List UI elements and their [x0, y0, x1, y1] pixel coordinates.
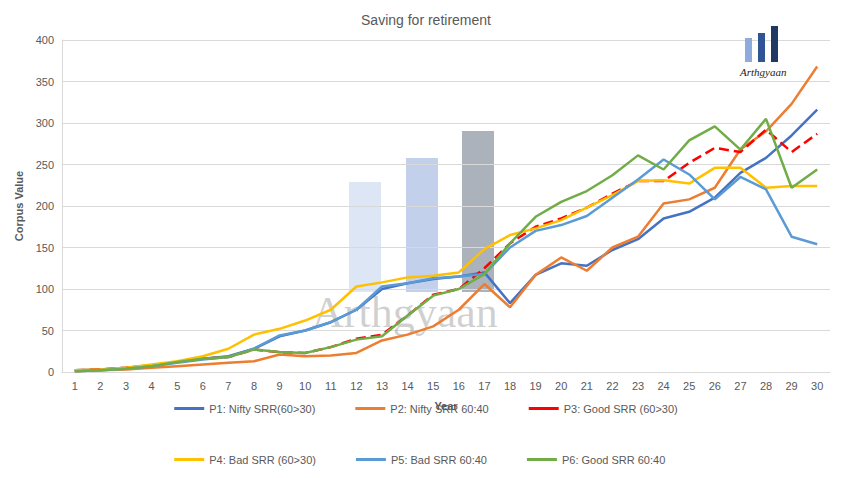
svg-text:29: 29 — [785, 380, 797, 392]
svg-text:P4: Bad SRR (60>30): P4: Bad SRR (60>30) — [209, 454, 316, 466]
svg-text:12: 12 — [350, 380, 362, 392]
svg-text:28: 28 — [760, 380, 772, 392]
svg-text:25: 25 — [683, 380, 695, 392]
svg-text:10: 10 — [299, 380, 311, 392]
svg-text:27: 27 — [734, 380, 746, 392]
svg-text:17: 17 — [478, 380, 490, 392]
svg-text:P3: Good SRR (60>30): P3: Good SRR (60>30) — [564, 403, 678, 415]
svg-text:19: 19 — [529, 380, 541, 392]
svg-text:14: 14 — [401, 380, 413, 392]
svg-text:26: 26 — [709, 380, 721, 392]
svg-text:Arthgyaan: Arthgyaan — [739, 66, 787, 78]
svg-text:P5: Bad SRR 60:40: P5: Bad SRR 60:40 — [391, 454, 487, 466]
svg-text:Corpus Value: Corpus Value — [13, 171, 25, 241]
svg-text:18: 18 — [504, 380, 516, 392]
svg-text:300: 300 — [36, 117, 54, 129]
svg-text:5: 5 — [174, 380, 180, 392]
svg-text:350: 350 — [36, 76, 54, 88]
svg-text:Arthgyaan: Arthgyaan — [312, 288, 498, 337]
svg-text:13: 13 — [376, 380, 388, 392]
svg-text:3: 3 — [123, 380, 129, 392]
svg-text:23: 23 — [632, 380, 644, 392]
svg-text:50: 50 — [42, 325, 54, 337]
svg-text:150: 150 — [36, 242, 54, 254]
svg-text:200: 200 — [36, 200, 54, 212]
svg-text:8: 8 — [251, 380, 257, 392]
svg-text:11: 11 — [325, 380, 336, 392]
svg-text:1: 1 — [72, 380, 78, 392]
svg-text:2: 2 — [97, 380, 103, 392]
svg-text:0: 0 — [48, 366, 54, 378]
svg-text:9: 9 — [277, 380, 283, 392]
svg-text:P1: Nifty SRR(60>30): P1: Nifty SRR(60>30) — [209, 403, 315, 415]
svg-text:24: 24 — [657, 380, 669, 392]
svg-text:7: 7 — [225, 380, 231, 392]
svg-text:4: 4 — [149, 380, 155, 392]
svg-text:30: 30 — [811, 380, 823, 392]
svg-text:16: 16 — [453, 380, 465, 392]
svg-text:6: 6 — [200, 380, 206, 392]
svg-text:P6: Good SRR 60:40: P6: Good SRR 60:40 — [562, 454, 665, 466]
svg-text:100: 100 — [36, 283, 54, 295]
svg-text:15: 15 — [427, 380, 439, 392]
svg-text:22: 22 — [606, 380, 618, 392]
svg-text:P2: Nifty SRR 60:40: P2: Nifty SRR 60:40 — [390, 403, 488, 415]
svg-text:21: 21 — [581, 380, 593, 392]
svg-text:250: 250 — [36, 159, 54, 171]
svg-text:400: 400 — [36, 34, 54, 46]
svg-text:Saving for retirement: Saving for retirement — [361, 12, 491, 28]
svg-text:20: 20 — [555, 380, 567, 392]
